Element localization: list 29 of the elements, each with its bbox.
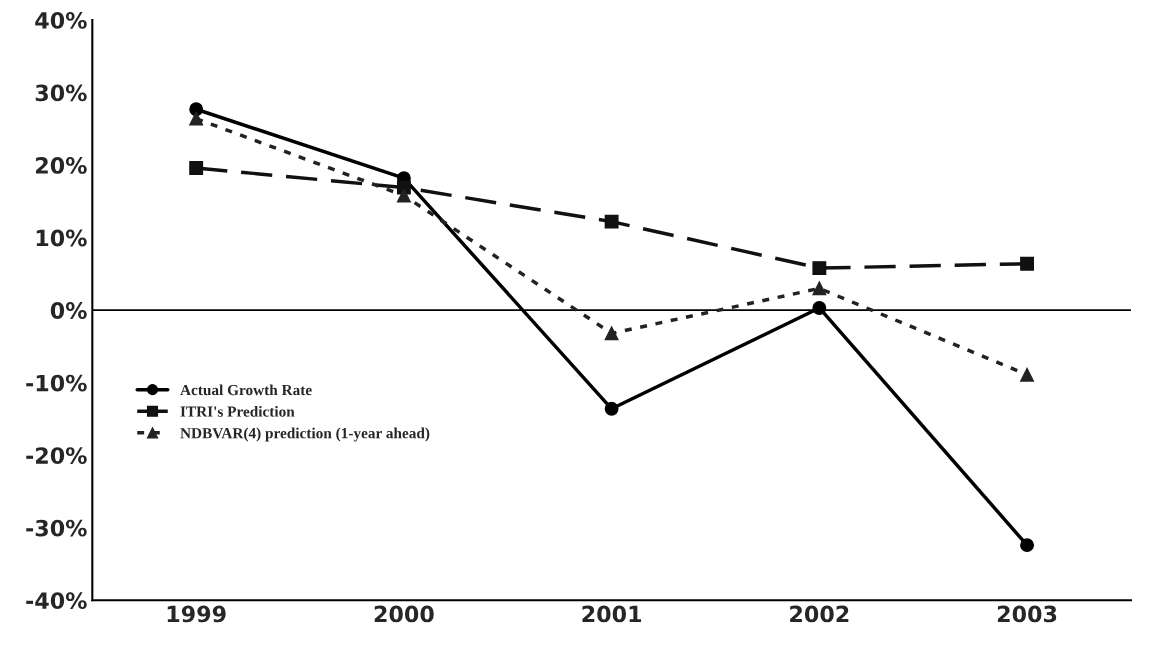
point	[604, 401, 619, 416]
point	[189, 111, 204, 126]
point	[396, 188, 411, 203]
y-tick-label: 40%	[35, 11, 87, 29]
point	[812, 261, 827, 276]
x-tick-label: 2003	[997, 605, 1057, 623]
point	[1020, 256, 1035, 271]
y-tick-label: 10%	[36, 229, 87, 247]
legend-label: Actual Growth Rate	[180, 384, 312, 396]
point	[189, 161, 204, 175]
point	[812, 301, 827, 315]
point	[1020, 538, 1035, 553]
y-tick-label: 20%	[36, 157, 87, 174]
legend-label: ITRI's Prediction	[180, 405, 295, 417]
x-tick-label: 2000	[374, 605, 434, 623]
y-tick-label: -10%	[26, 374, 87, 392]
y-tick-label: -20%	[26, 447, 87, 464]
y-tick-label: -40%	[26, 592, 87, 610]
y-tick-label: 30%	[35, 84, 87, 102]
point	[604, 326, 619, 341]
x-tick-label: 2002	[790, 605, 849, 623]
y-tick-label: -30%	[26, 519, 87, 537]
point	[604, 214, 619, 229]
point	[1020, 367, 1035, 382]
x-tick-label: 2001	[582, 605, 642, 623]
x-tick-label: 1999	[167, 605, 226, 623]
legend-label: NDBVAR(4) prediction (1-year ahead)	[180, 427, 430, 442]
point	[812, 281, 827, 296]
y-tick-label: 0%	[50, 302, 87, 319]
